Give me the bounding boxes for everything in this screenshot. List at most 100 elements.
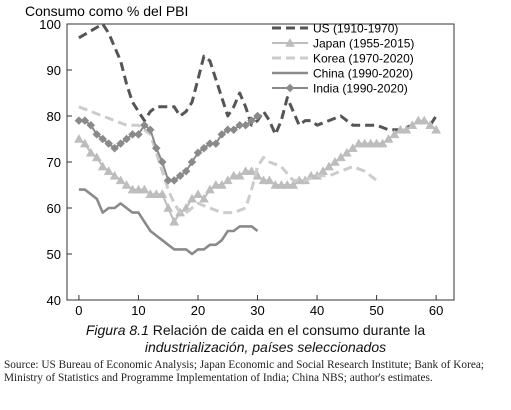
data-point <box>128 130 137 139</box>
data-point <box>187 193 197 203</box>
data-point <box>264 175 275 185</box>
data-point <box>216 179 227 189</box>
data-point <box>122 134 131 144</box>
data-point <box>115 175 126 185</box>
data-point <box>253 111 262 121</box>
y-tick-label: 50 <box>47 247 61 262</box>
data-point <box>73 133 84 143</box>
data-point <box>425 120 436 129</box>
y-tick-label: 80 <box>47 109 61 124</box>
data-point <box>139 184 150 194</box>
data-point <box>169 176 179 185</box>
data-point <box>335 152 346 162</box>
data-point <box>223 125 233 135</box>
data-point <box>285 83 295 93</box>
data-point <box>365 138 376 148</box>
data-point <box>79 138 90 148</box>
series-layer <box>73 22 442 256</box>
series-china <box>78 188 259 256</box>
data-point <box>163 176 173 185</box>
data-point <box>258 175 269 185</box>
y-tick-label: 70 <box>47 155 61 170</box>
series-line <box>78 115 259 182</box>
data-point <box>353 138 364 148</box>
data-point <box>151 143 161 153</box>
data-point <box>383 133 394 143</box>
data-point <box>140 120 149 130</box>
data-point <box>110 143 119 153</box>
data-point <box>217 130 227 139</box>
data-point <box>85 147 96 157</box>
data-point <box>80 116 90 125</box>
caption-text-line2: industrialización, países seleccionados <box>144 339 387 355</box>
data-point <box>285 37 295 47</box>
y-tick-label: 100 <box>39 17 61 32</box>
data-point <box>419 115 430 125</box>
figure-label: Figura 8.1 <box>85 322 149 338</box>
legend: US (1910-1970)Japan (1955-2015)Korea (19… <box>272 22 414 96</box>
data-point <box>359 138 370 148</box>
data-point <box>103 166 114 175</box>
data-point <box>341 147 352 157</box>
data-point <box>276 179 287 189</box>
legend-label: US (1910-1970) <box>313 22 398 36</box>
data-point <box>211 139 221 148</box>
data-point <box>210 179 221 189</box>
legend-entry: Japan (1955-2015) <box>272 37 414 51</box>
series-line <box>78 188 259 256</box>
chart-title: Consumo como % del PBI <box>25 3 188 19</box>
data-point <box>134 130 143 139</box>
legend-entry: US (1910-1970) <box>272 22 398 36</box>
x-tick-label: 60 <box>429 303 443 318</box>
line-chart: Consumo como % del PBI 40 50 60 70 80 90 100 0 1… <box>25 3 455 318</box>
legend-label: Korea (1970-2020) <box>313 52 414 66</box>
data-point <box>205 139 215 148</box>
data-point <box>193 148 203 158</box>
data-point <box>282 179 293 189</box>
data-point <box>347 143 358 152</box>
y-tick-label: 60 <box>47 201 61 216</box>
data-point <box>395 124 406 134</box>
data-point <box>109 170 120 180</box>
data-point <box>241 120 250 130</box>
series-korea <box>78 105 378 215</box>
data-point <box>145 189 156 198</box>
data-point <box>199 193 209 203</box>
legend-label: China (1990-2020) <box>313 67 413 81</box>
figure-caption: Figura 8.1 Relación de caida en el consu… <box>0 322 511 356</box>
data-point <box>157 189 168 198</box>
data-point <box>389 129 400 139</box>
x-tick-label: 10 <box>131 303 145 318</box>
data-point <box>228 170 239 180</box>
data-point <box>97 161 108 171</box>
legend-entry: China (1990-2020) <box>272 67 413 81</box>
data-point <box>270 179 281 189</box>
data-point <box>234 170 245 180</box>
data-point <box>240 166 251 175</box>
data-point <box>86 120 96 130</box>
data-point <box>371 138 382 148</box>
data-point <box>199 143 209 153</box>
data-point <box>169 216 180 226</box>
data-point <box>74 116 84 125</box>
data-point <box>133 184 144 194</box>
x-tick-label: 40 <box>310 303 324 318</box>
data-point <box>92 130 102 139</box>
data-point <box>324 161 334 171</box>
data-point <box>401 124 412 134</box>
data-point <box>146 125 155 135</box>
data-point <box>187 157 197 167</box>
x-tick-label: 30 <box>250 303 264 318</box>
data-point <box>222 175 233 185</box>
data-point <box>121 179 132 189</box>
data-point <box>98 134 108 144</box>
x-tick-label: 0 <box>75 303 82 318</box>
series-us <box>78 22 438 136</box>
data-point <box>175 171 185 181</box>
data-point <box>116 139 125 148</box>
data-point <box>91 152 102 162</box>
data-point <box>204 184 215 194</box>
data-point <box>329 156 340 166</box>
legend-entry: India (1990-2020) <box>272 82 408 96</box>
data-point <box>235 120 245 130</box>
